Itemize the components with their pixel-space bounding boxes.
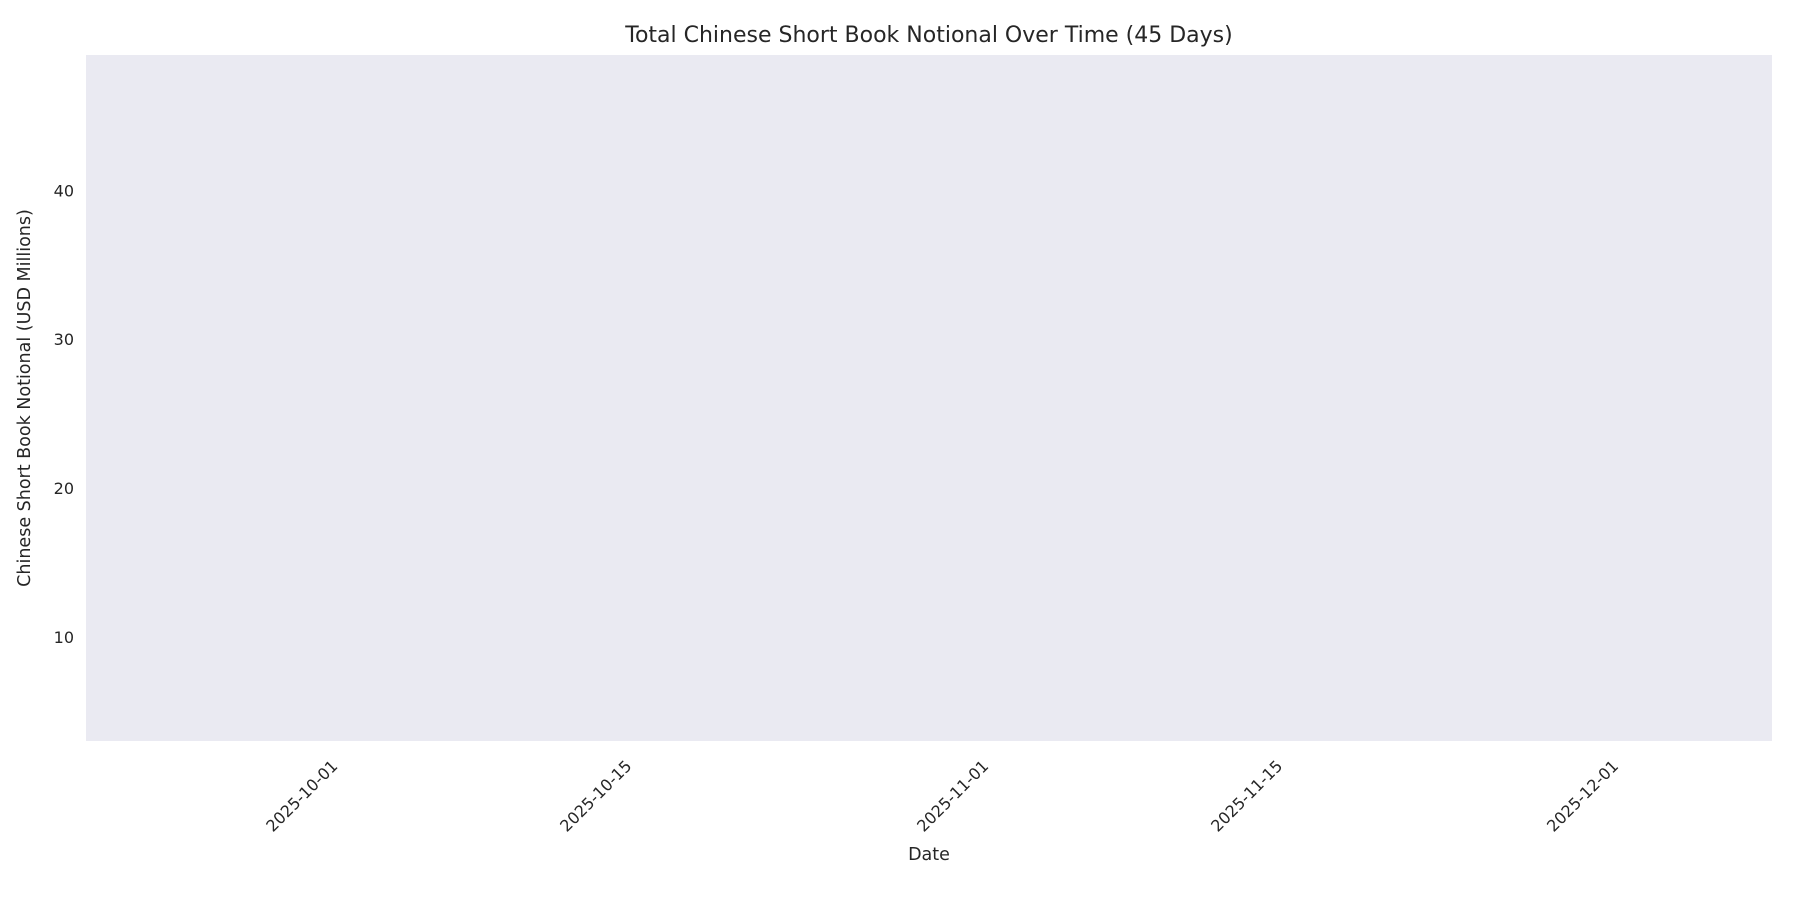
plot-background-rect xyxy=(86,55,1772,741)
y-tick-label: 30 xyxy=(54,330,74,349)
x-tick-label: 2025-11-01 xyxy=(913,756,992,835)
y-axis-label: Chinese Short Book Notional (USD Million… xyxy=(15,209,35,587)
x-axis-label: Date xyxy=(908,845,950,865)
x-axis-tick-labels: 2025-10-01 2025-10-15 2025-11-01 2025-11-15… xyxy=(262,756,1622,835)
x-tick-label: 2025-12-01 xyxy=(1543,756,1622,835)
y-tick-label: 20 xyxy=(54,479,74,498)
chart-title: Total Chinese Short Book Notional Over T… xyxy=(624,23,1232,48)
x-tick-label: 2025-10-01 xyxy=(262,756,341,835)
y-tick-label: 10 xyxy=(54,628,74,647)
x-tick-label: 2025-10-15 xyxy=(556,756,635,835)
y-axis-tick-labels: 10 20 30 40 xyxy=(54,181,74,646)
y-tick-label: 40 xyxy=(54,181,74,200)
x-tick-label: 2025-11-15 xyxy=(1207,756,1286,835)
